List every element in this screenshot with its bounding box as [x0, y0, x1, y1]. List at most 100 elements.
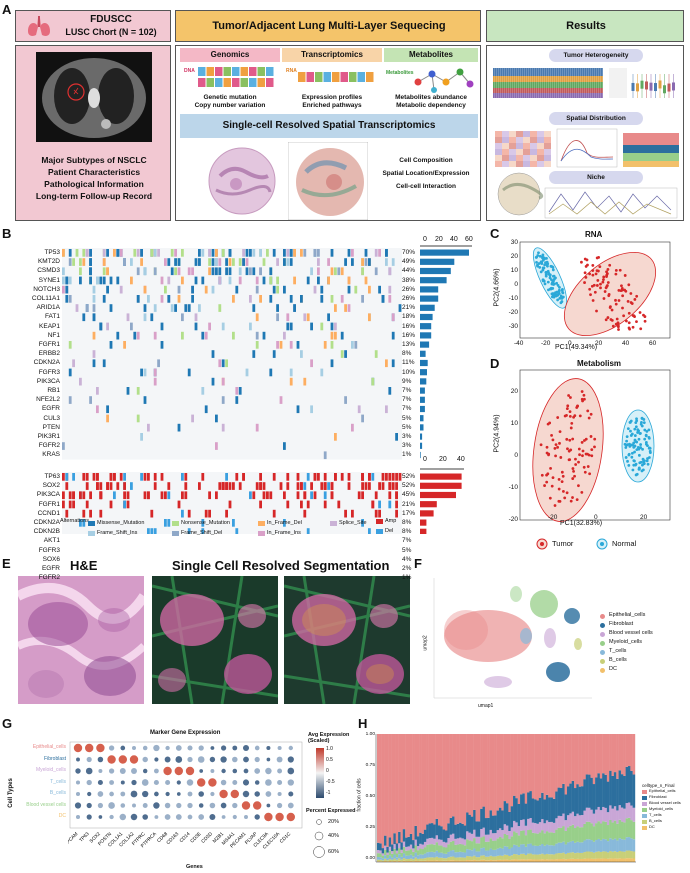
- legend-swatch: [258, 521, 265, 526]
- het-bar-seg: [533, 68, 535, 76]
- heat-cell: [523, 137, 530, 143]
- mutation-cell: [68, 249, 72, 257]
- het-bar-seg: [533, 76, 535, 82]
- mutation-cell: [85, 304, 89, 312]
- het-bar-seg: [505, 68, 507, 76]
- mutation-cell: [68, 396, 72, 404]
- stack-thumb-seg: [675, 145, 677, 153]
- mutation-cell: [204, 285, 208, 294]
- cnv-cell: [143, 491, 147, 500]
- dna-base-bottom: [257, 78, 265, 87]
- mutation-cell: [136, 267, 140, 276]
- stack-segment: [590, 777, 593, 810]
- mutation-cell: [133, 249, 137, 257]
- het-bar-seg: [583, 82, 585, 88]
- cnv-cell: [286, 482, 290, 490]
- rna-base: [298, 72, 306, 82]
- stack-segment: [632, 734, 636, 775]
- mutation-cell: [187, 304, 191, 312]
- mutation-cell: [255, 285, 259, 294]
- stack-segment: [543, 845, 547, 855]
- mutation-cell: [381, 295, 385, 303]
- mutation-pct-label: 5%: [402, 423, 412, 431]
- mutation-cell: [89, 249, 92, 257]
- stack-segment: [407, 855, 411, 859]
- stack-thumb-seg: [671, 145, 673, 153]
- mutation-cell: [62, 249, 65, 257]
- dotplot-dot: [220, 745, 227, 751]
- metab-point-tumor: [586, 465, 590, 468]
- het-box: [667, 83, 671, 92]
- metab-point-normal: [637, 453, 641, 457]
- mutation-cell: [351, 341, 354, 349]
- stack-segment: [491, 860, 495, 862]
- heat-cell: [523, 131, 530, 137]
- mutation-cell: [109, 341, 113, 349]
- metab-point-tumor: [543, 484, 546, 487]
- pca-point-tumor: [583, 271, 587, 275]
- dotplot-dot: [75, 780, 81, 785]
- stack-segment: [501, 810, 504, 831]
- stack-thumb-seg: [675, 161, 677, 167]
- stack-segment: [440, 857, 443, 861]
- rna-base: [357, 72, 365, 82]
- het-bar-seg: [519, 82, 521, 88]
- mutation-cell: [238, 258, 242, 266]
- cnv-cell: [99, 482, 103, 490]
- dotplot-dot: [187, 745, 193, 751]
- pca-point-tumor: [605, 275, 608, 278]
- mutation-cell: [276, 276, 279, 285]
- color-legend-tick: 0.5: [326, 757, 333, 763]
- mutation-cell: [313, 285, 317, 294]
- stack-segment: [557, 787, 561, 816]
- het-bar-seg: [545, 76, 547, 82]
- cnv-cell: [296, 491, 300, 500]
- mutation-cell: [276, 258, 279, 266]
- heat-cell: [495, 161, 502, 167]
- stack-segment: [578, 852, 582, 859]
- stack-segment: [482, 806, 486, 828]
- metab-point-normal: [645, 430, 649, 433]
- stack-segment: [571, 811, 575, 825]
- stack-thumb-seg: [659, 161, 661, 167]
- stack-thumb-seg: [635, 133, 637, 145]
- cnv-cell: [306, 500, 310, 509]
- mutation-gene-label: KEAP1: [39, 322, 60, 330]
- stack-thumb-seg: [627, 145, 629, 153]
- pca-point-tumor: [626, 299, 630, 303]
- cnv-cell: [68, 500, 72, 509]
- dotplot-dot: [142, 745, 148, 751]
- mutation-cell: [306, 276, 310, 285]
- het-bar-seg: [523, 68, 525, 76]
- stack-segment: [534, 859, 537, 862]
- het-bar-seg: [513, 82, 515, 88]
- stack-segment: [449, 834, 453, 842]
- stack-segment: [569, 852, 572, 859]
- stack-segment: [400, 849, 403, 853]
- legend-label: Nonsense_Mutation: [181, 520, 230, 526]
- metab-point-normal: [639, 460, 643, 464]
- het-bar-seg: [579, 68, 581, 76]
- het-bar-seg: [501, 93, 503, 98]
- pca-rna-xtick: 40: [622, 340, 630, 347]
- stack-thumb-seg: [637, 145, 639, 153]
- mutation-cell: [320, 285, 324, 294]
- stack-segment: [506, 859, 509, 862]
- stack-segment: [475, 860, 479, 862]
- mutation-gene-label: ERBB2: [38, 350, 60, 358]
- dotplot-dot: [220, 779, 227, 786]
- mutation-cell: [106, 414, 109, 423]
- stack-segment: [384, 734, 387, 836]
- stack-segment: [630, 734, 633, 771]
- mutation-cell: [378, 249, 381, 257]
- het-bar-seg: [571, 76, 573, 82]
- stack-segment: [515, 854, 518, 860]
- heat-cell: [523, 161, 530, 167]
- stack-segment: [414, 825, 418, 840]
- stack-segment: [566, 815, 570, 828]
- axis-mid-tick-1: 20: [439, 456, 447, 463]
- stack-segment: [377, 859, 380, 862]
- cnv-cell: [68, 491, 72, 500]
- stack-segment: [409, 854, 413, 859]
- stack-segment: [618, 850, 622, 859]
